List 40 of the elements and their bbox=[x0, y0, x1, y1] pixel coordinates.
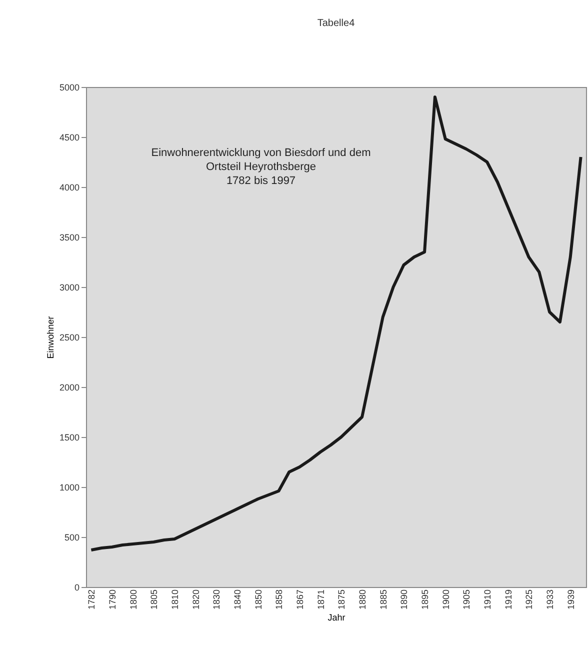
x-tick-label: 1840 bbox=[232, 590, 243, 610]
annotation: Einwohnerentwicklung von Biesdorf und dem Ortsteil Heyrothsberge 1782 bis 1997 bbox=[151, 147, 371, 187]
line-series bbox=[90, 96, 582, 552]
x-tick-label: 1919 bbox=[503, 590, 514, 610]
y-tick-label: 3500 bbox=[59, 232, 80, 242]
x-tick-label: 1858 bbox=[274, 590, 284, 610]
y-tick-label: 3000 bbox=[59, 282, 80, 292]
x-tick-label: 1880 bbox=[358, 590, 368, 610]
x-tick-label: 1885 bbox=[378, 590, 388, 610]
x-axis-title: Jahr bbox=[328, 612, 346, 623]
x-tick-label: 1850 bbox=[253, 590, 264, 610]
y-tick-label: 4000 bbox=[59, 182, 80, 192]
x-tick-label: 1875 bbox=[336, 590, 347, 610]
x-tick-label: 1890 bbox=[399, 590, 410, 610]
x-tick-label: 1895 bbox=[420, 590, 430, 610]
x-tick-label: 1790 bbox=[108, 590, 118, 610]
x-tick-label: 1800 bbox=[128, 590, 138, 610]
y-tick-label: 5000 bbox=[59, 82, 80, 92]
y-tick-label: 4500 bbox=[59, 132, 80, 142]
y-tick-label: 2000 bbox=[59, 382, 80, 392]
y-tick-label: 1500 bbox=[59, 432, 80, 442]
y-tick-label: 2500 bbox=[59, 332, 80, 342]
y-axis-title: Einwohner bbox=[45, 316, 56, 359]
x-tick-label: 1867 bbox=[295, 590, 306, 610]
y-tick-label: 500 bbox=[64, 532, 80, 542]
x-tick-label: 1925 bbox=[524, 590, 534, 610]
x-tick-label: 1805 bbox=[149, 590, 160, 610]
y-tick-label: 1000 bbox=[59, 482, 80, 492]
x-tick-label: 1900 bbox=[440, 590, 451, 610]
x-tick-label: 1830 bbox=[212, 590, 222, 610]
chart-title: Tabelle4 bbox=[317, 18, 356, 29]
x-tick-label: 1871 bbox=[316, 590, 326, 610]
x-tick-label: 1910 bbox=[482, 590, 493, 610]
x-tick-label: 1782 bbox=[86, 590, 97, 610]
x-tick-label: 1905 bbox=[462, 590, 472, 610]
x-tick-label: 1939 bbox=[566, 590, 576, 610]
x-tick-label: 1820 bbox=[190, 590, 201, 610]
y-tick-label: 0 bbox=[74, 582, 80, 592]
x-tick-label: 1933 bbox=[545, 590, 556, 610]
x-tick-label: 1810 bbox=[170, 590, 180, 610]
